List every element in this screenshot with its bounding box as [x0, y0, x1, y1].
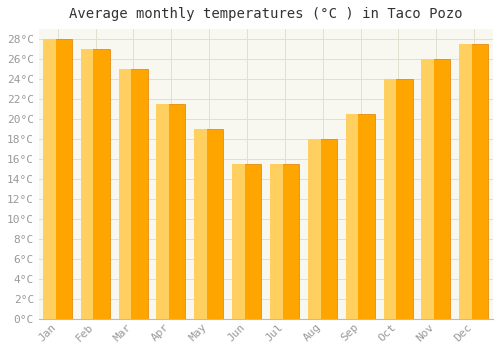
Bar [308, 139, 337, 319]
Bar [346, 114, 375, 319]
Bar [233, 164, 261, 319]
Bar [422, 59, 434, 319]
Bar [270, 164, 282, 319]
Bar [80, 49, 94, 319]
Bar [232, 164, 245, 319]
Bar [119, 69, 148, 319]
Bar [195, 129, 224, 319]
Bar [346, 114, 358, 319]
Bar [157, 104, 186, 319]
Bar [82, 49, 110, 319]
Bar [156, 104, 169, 319]
Title: Average monthly temperatures (°C ) in Taco Pozo: Average monthly temperatures (°C ) in Ta… [69, 7, 462, 21]
Bar [384, 79, 412, 319]
Bar [194, 129, 207, 319]
Bar [270, 164, 299, 319]
Bar [118, 69, 132, 319]
Bar [384, 79, 396, 319]
Bar [44, 39, 72, 319]
Bar [459, 44, 472, 319]
Bar [308, 139, 320, 319]
Bar [43, 39, 56, 319]
Bar [460, 44, 488, 319]
Bar [422, 59, 450, 319]
